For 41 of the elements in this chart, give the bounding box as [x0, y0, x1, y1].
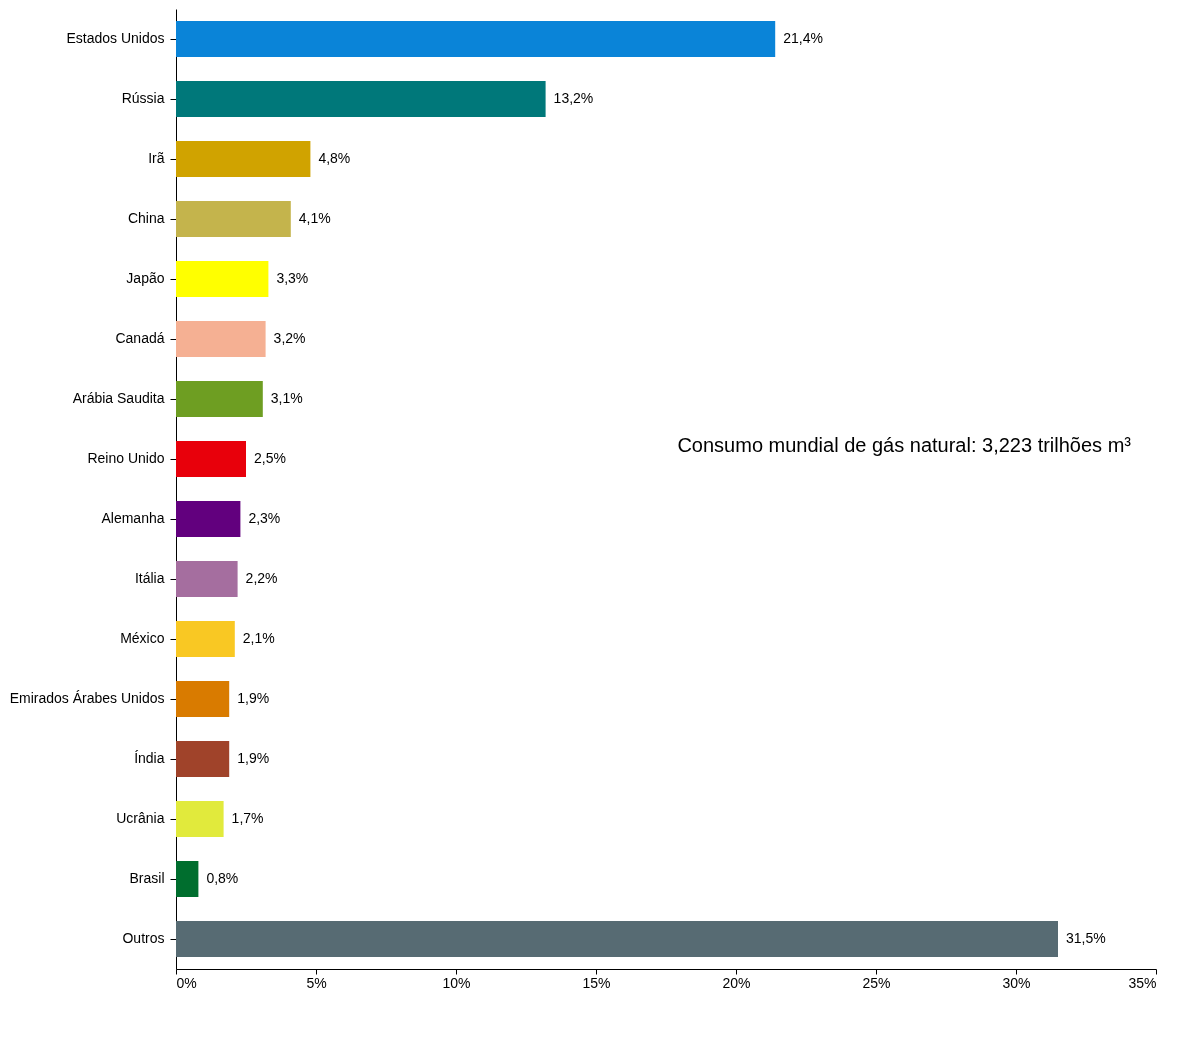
- y-tick-label: Irã: [148, 150, 165, 166]
- y-tick-label: Estados Unidos: [66, 30, 165, 46]
- y-tick-label: Itália: [134, 570, 165, 586]
- x-tick-label: 25%: [862, 974, 891, 991]
- x-tick-label: 35%: [1128, 974, 1157, 991]
- y-tick-label: Outros: [122, 930, 165, 946]
- x-tick-label: 20%: [722, 974, 751, 991]
- y-tick-label: Brasil: [129, 870, 165, 886]
- data-label: 31,5%: [1066, 930, 1106, 946]
- data-label: 21,4%: [783, 30, 823, 46]
- y-tick-label: Rússia: [121, 90, 165, 106]
- x-tick-label: 30%: [1002, 974, 1031, 991]
- data-label: 3,3%: [276, 270, 309, 286]
- y-tick-label: China: [127, 210, 165, 226]
- y-tick-label: Alemanha: [101, 510, 165, 526]
- y-tick-label: Reino Unido: [87, 450, 165, 466]
- data-label: 2,1%: [242, 630, 275, 646]
- data-label: 1,9%: [237, 750, 270, 766]
- y-tick-label: Índia: [134, 750, 165, 766]
- data-label: 2,5%: [254, 450, 286, 466]
- annotation: Consumo mundial de gás natural: 3,223 trilhões m³: [677, 433, 1132, 456]
- data-label: 13,2%: [553, 90, 594, 106]
- y-tick-label: México: [120, 630, 165, 646]
- data-label: 2,3%: [248, 510, 281, 526]
- y-tick-label: Japão: [126, 270, 165, 286]
- data-label: 1,7%: [231, 810, 264, 826]
- data-label: 2,2%: [245, 570, 278, 586]
- x-tick-label: 15%: [582, 974, 611, 991]
- y-tick-label: Ucrânia: [116, 810, 165, 826]
- x-tick-label: 5%: [306, 974, 327, 991]
- y-tick-label: Emirados Árabes Unidos: [9, 690, 165, 706]
- y-tick-label: Arábia Saudita: [72, 390, 165, 406]
- data-label: 3,2%: [273, 330, 306, 346]
- x-tick-label: 10%: [442, 974, 471, 991]
- data-label: 4,8%: [318, 150, 351, 166]
- x-tick-label: 0%: [176, 974, 197, 991]
- y-tick-label: Canadá: [115, 330, 165, 346]
- data-label: 3,1%: [270, 390, 303, 406]
- data-label: 0,8%: [206, 870, 239, 886]
- data-label: 1,9%: [237, 690, 270, 706]
- data-label: 4,1%: [298, 210, 331, 226]
